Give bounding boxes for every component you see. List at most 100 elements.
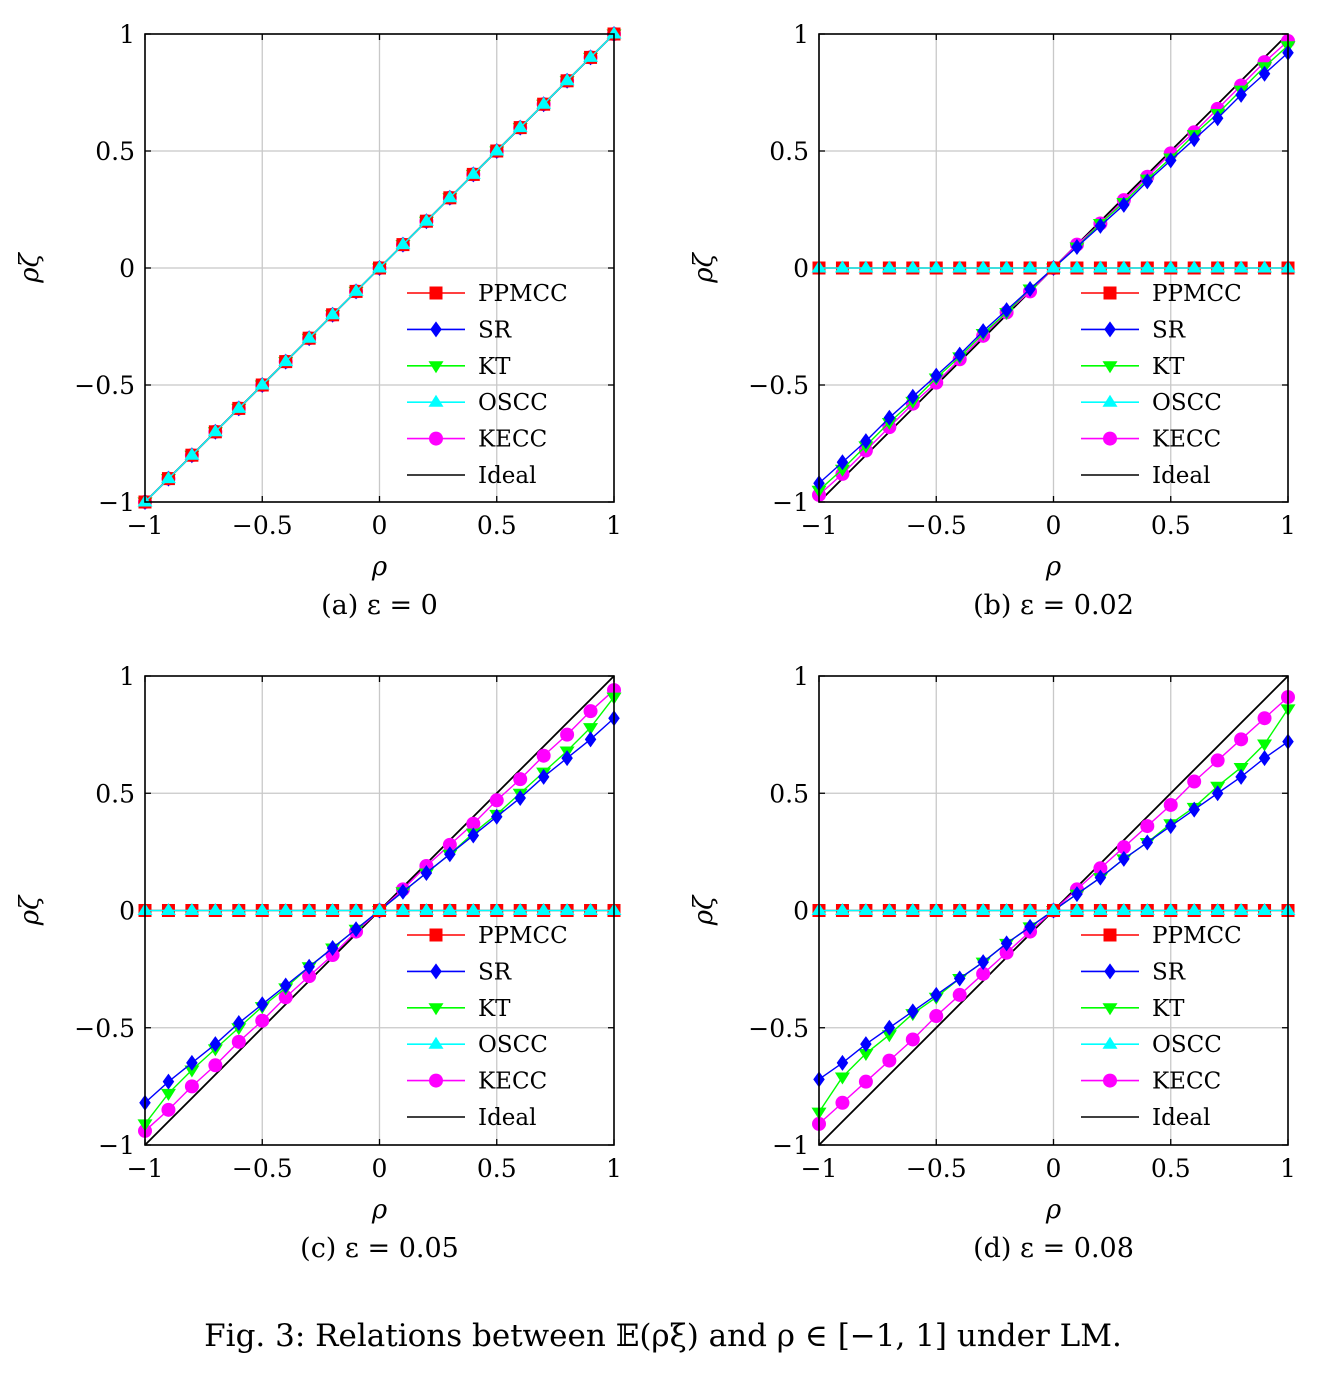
y-tick-label: 0 — [793, 254, 809, 283]
data-point-sr — [953, 970, 966, 987]
data-point-kt — [1257, 739, 1273, 752]
legend-item-kt: KT — [1081, 354, 1185, 380]
data-point-kecc — [1257, 711, 1272, 726]
data-point-oscc — [1069, 260, 1085, 273]
data-point-kecc — [208, 1058, 223, 1073]
data-point-sr — [1141, 173, 1154, 190]
y-tick-label: 0.5 — [769, 137, 809, 166]
x-tick-label: −1 — [127, 511, 164, 540]
data-point-oscc — [905, 260, 921, 273]
data-point-sr — [326, 940, 339, 957]
legend-item-ideal: Ideal — [1081, 463, 1211, 489]
series-oscc — [137, 903, 622, 915]
legend-item-oscc: OSCC — [1081, 390, 1222, 416]
data-point-oscc — [858, 260, 874, 273]
legend-marker — [429, 286, 443, 300]
data-point-oscc — [1210, 903, 1226, 915]
data-point-oscc — [999, 260, 1015, 273]
legend-marker — [1102, 361, 1118, 374]
data-point-oscc — [1233, 903, 1249, 915]
data-point-kecc — [1093, 861, 1108, 876]
data-point-oscc — [1139, 260, 1155, 273]
legend-label: Ideal — [1152, 1105, 1211, 1131]
y-tick-label: 1 — [793, 20, 809, 49]
data-point-kt — [858, 1049, 874, 1062]
y-axis-label: ρζ — [689, 894, 719, 926]
data-point-oscc — [301, 330, 317, 343]
data-point-kecc — [929, 1009, 944, 1024]
data-point-sr — [930, 986, 943, 1003]
y-tick-label: −1 — [772, 488, 809, 517]
legend-marker — [429, 928, 443, 942]
legend-item-kecc: KECC — [1081, 427, 1221, 453]
data-point-sr — [514, 789, 526, 806]
x-tick-label: −1 — [127, 1154, 164, 1183]
legend-label: SR — [1152, 959, 1186, 985]
subfigure-caption: (c) ε = 0.05 — [300, 1233, 459, 1264]
x-tick-label: 0 — [1046, 511, 1062, 540]
data-point-oscc — [1163, 260, 1179, 273]
data-point-kecc — [905, 1032, 920, 1047]
legend-marker — [1104, 963, 1116, 980]
x-tick-label: −0.5 — [232, 511, 293, 540]
legend-item-kecc: KECC — [407, 1069, 547, 1095]
data-point-oscc — [184, 903, 200, 915]
data-point-oscc — [834, 903, 850, 915]
x-tick-label: 1 — [1280, 511, 1296, 540]
data-point-sr — [1141, 834, 1154, 851]
y-tick-label: −1 — [772, 1131, 809, 1160]
data-point-oscc — [254, 903, 270, 915]
data-point-oscc — [928, 260, 944, 273]
data-point-sr — [444, 846, 456, 863]
legend-label: PPMCC — [1152, 281, 1242, 307]
data-point-sr — [1000, 302, 1013, 319]
legend-label: OSCC — [1152, 390, 1222, 416]
data-point-oscc — [160, 903, 176, 915]
data-point-sr — [162, 1073, 175, 1090]
data-point-oscc — [1257, 903, 1273, 915]
legend-label: PPMCC — [478, 281, 568, 307]
data-point-oscc — [395, 237, 411, 250]
data-point-oscc — [1163, 903, 1179, 915]
y-tick-label: 0 — [119, 254, 135, 283]
legend-marker — [429, 1073, 443, 1088]
y-tick-label: 0 — [119, 897, 135, 926]
data-point-oscc — [881, 260, 897, 273]
data-point-sr — [860, 1036, 872, 1053]
legend-marker — [428, 1003, 444, 1016]
x-axis-label: ρ — [1045, 552, 1062, 582]
x-tick-label: 0.5 — [1151, 511, 1191, 540]
data-point-oscc — [1233, 260, 1249, 273]
y-tick-label: 0 — [793, 897, 809, 926]
data-point-oscc — [952, 903, 968, 915]
data-point-kecc — [489, 793, 504, 808]
data-point-sr — [1188, 131, 1200, 148]
data-point-kt — [184, 1065, 200, 1078]
data-point-sr — [233, 1015, 245, 1032]
x-tick-label: −0.5 — [906, 511, 967, 540]
data-point-sr — [1164, 818, 1177, 835]
legend-item-oscc: OSCC — [407, 390, 548, 416]
data-point-sr — [186, 1054, 198, 1071]
legend-label: KT — [478, 996, 511, 1022]
data-point-oscc — [254, 377, 270, 390]
y-tick-label: −0.5 — [748, 371, 809, 400]
data-point-oscc — [1022, 903, 1038, 915]
data-point-oscc — [231, 400, 247, 413]
x-tick-label: 0 — [372, 1154, 388, 1183]
data-point-oscc — [1210, 260, 1226, 273]
legend-item-ideal: Ideal — [407, 463, 537, 489]
data-point-kecc — [513, 772, 528, 787]
data-point-oscc — [325, 307, 341, 320]
data-point-oscc — [512, 120, 528, 133]
legend: PPMCC SR KT OSCC KECC Ideal — [407, 923, 568, 1131]
data-point-oscc — [559, 73, 575, 86]
data-point-sr — [467, 827, 480, 844]
x-tick-label: 1 — [606, 1154, 622, 1183]
legend-item-oscc: OSCC — [1081, 1032, 1222, 1058]
data-point-oscc — [905, 903, 921, 915]
series-sr — [139, 710, 620, 1111]
data-point-oscc — [1046, 903, 1061, 915]
data-point-oscc — [160, 471, 176, 484]
